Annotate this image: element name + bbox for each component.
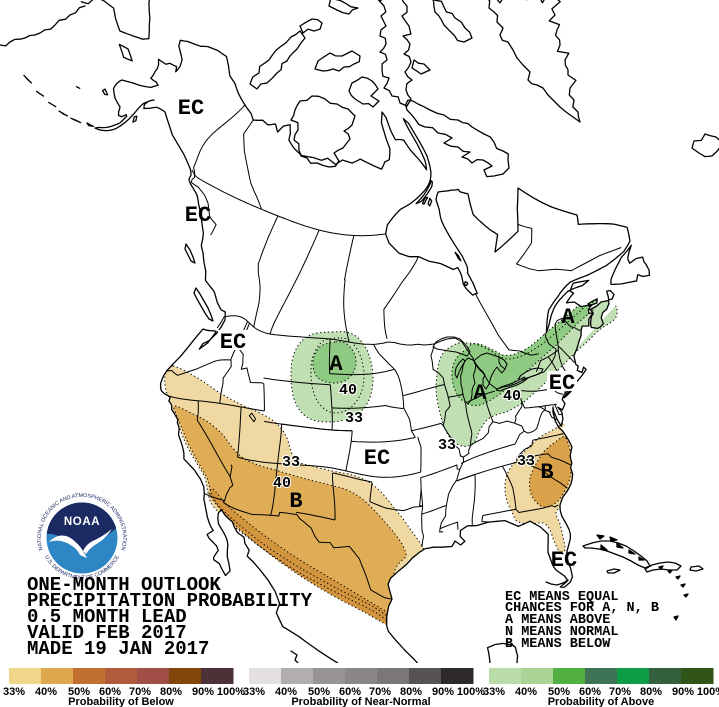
svg-text:80%: 80% [640,686,662,698]
svg-text:40%: 40% [35,686,57,698]
svg-text:B: B [289,489,302,514]
svg-text:60%: 60% [339,686,361,698]
svg-text:33%: 33% [483,686,505,698]
svg-text:40: 40 [503,388,521,405]
svg-text:EC: EC [549,371,575,396]
svg-text:50%: 50% [308,686,330,698]
svg-text:100%: 100% [457,686,485,698]
svg-text:EC: EC [220,330,246,355]
svg-text:EC: EC [364,446,390,471]
svg-text:Probability of Below: Probability of Below [68,696,174,707]
svg-text:NOAA: NOAA [64,516,100,528]
svg-text:33: 33 [345,410,363,427]
svg-text:40: 40 [339,382,357,399]
svg-text:EC: EC [185,203,211,228]
svg-text:50%: 50% [68,686,90,698]
svg-text:N MEANS NORMAL: N MEANS NORMAL [505,625,618,640]
svg-text:EC: EC [178,96,204,121]
svg-text:90%: 90% [192,686,214,698]
svg-text:33: 33 [282,454,300,471]
svg-text:A: A [329,352,343,377]
svg-text:50%: 50% [548,686,570,698]
svg-text:40: 40 [273,475,291,492]
svg-text:Probability of Above: Probability of Above [548,696,655,707]
svg-text:70%: 70% [609,686,631,698]
svg-text:VALID FEB 2017: VALID FEB 2017 [27,622,187,644]
svg-text:33: 33 [517,453,535,470]
svg-text:100%: 100% [217,686,245,698]
svg-text:100%: 100% [697,686,719,698]
svg-text:0.5 MONTH LEAD: 0.5 MONTH LEAD [27,606,187,628]
svg-text:PRECIPITATION PROBABILITY: PRECIPITATION PROBABILITY [27,590,313,612]
svg-text:90%: 90% [672,686,694,698]
svg-text:70%: 70% [369,686,391,698]
svg-text:90%: 90% [432,686,454,698]
svg-text:ONE-MONTH OUTLOOK: ONE-MONTH OUTLOOK [27,574,221,596]
svg-text:80%: 80% [400,686,422,698]
svg-text:EC: EC [551,548,577,573]
svg-text:B: B [540,460,553,485]
svg-text:70%: 70% [129,686,151,698]
svg-text:40%: 40% [275,686,297,698]
svg-text:40%: 40% [515,686,537,698]
svg-text:A MEANS ABOVE: A MEANS ABOVE [505,613,610,628]
svg-text:EC MEANS EQUAL: EC MEANS EQUAL [505,590,618,605]
svg-text:33%: 33% [243,686,265,698]
svg-text:Probability of Near-Normal: Probability of Near-Normal [291,696,430,707]
svg-text:A: A [561,305,575,330]
svg-text:A: A [473,381,487,406]
svg-text:33%: 33% [3,686,25,698]
svg-text:33: 33 [438,437,456,454]
svg-text:B MEANS BELOW: B MEANS BELOW [505,637,611,652]
svg-text:60%: 60% [579,686,601,698]
svg-text:80%: 80% [160,686,182,698]
svg-text:60%: 60% [99,686,121,698]
svg-text:CHANCES FOR A, N, B: CHANCES FOR A, N, B [505,601,659,616]
svg-text:MADE 19 JAN 2017: MADE 19 JAN 2017 [27,638,209,660]
